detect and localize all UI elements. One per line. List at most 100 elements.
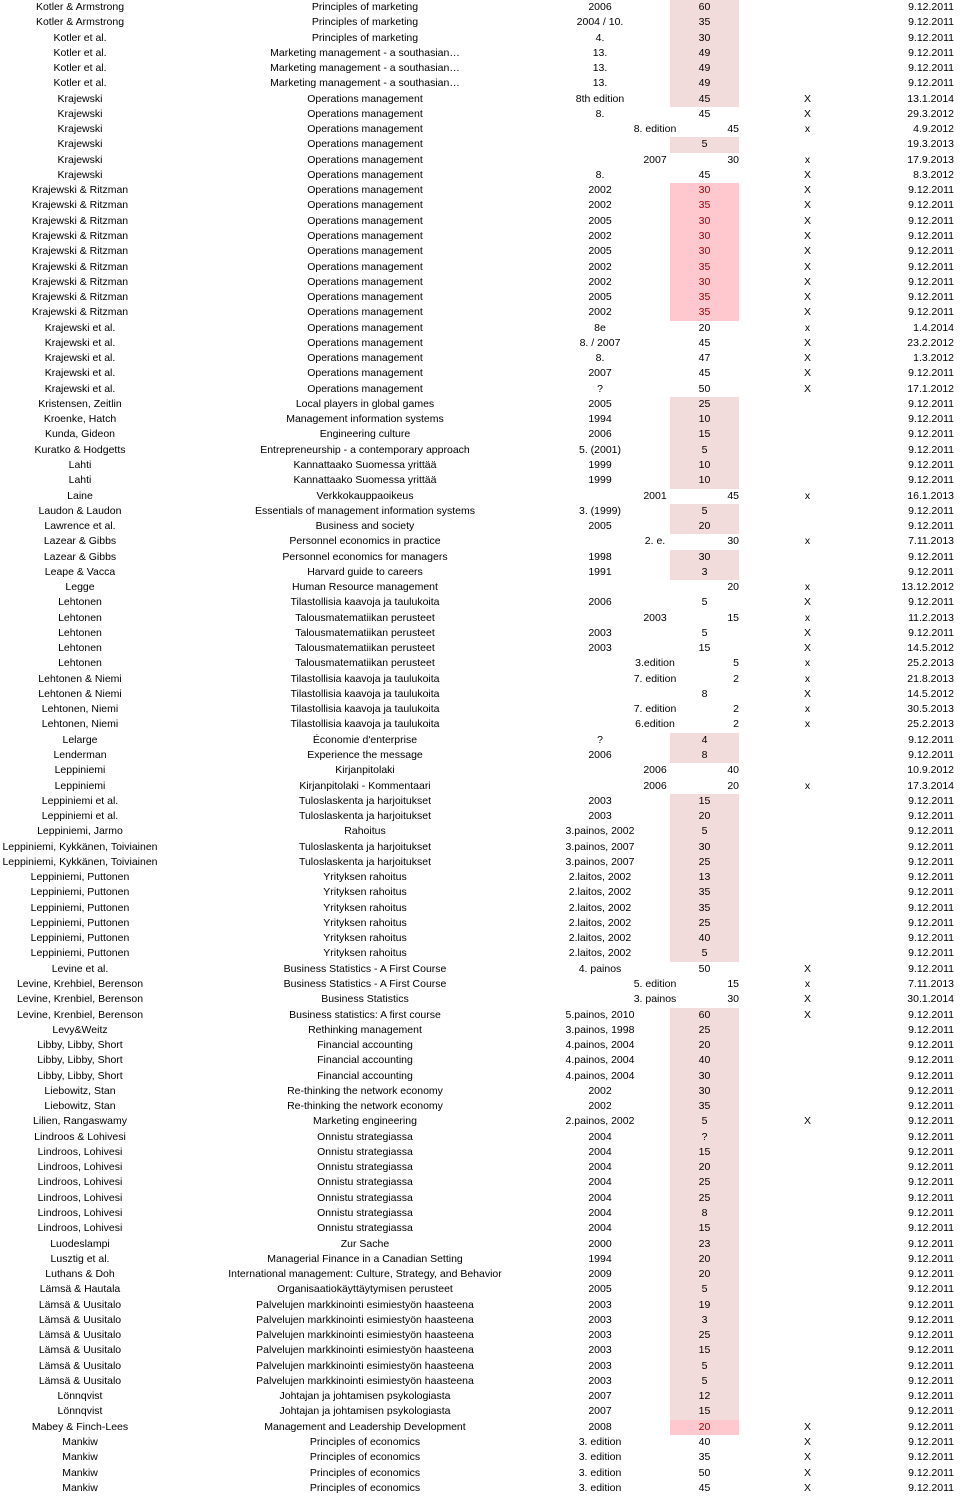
quantity-cell: 50 xyxy=(698,382,711,395)
title-cell: Organisaatiokäyttäytymisen perusteet xyxy=(277,1283,453,1296)
quantity-cell: 30 xyxy=(670,30,739,46)
title-cell: Onnistu strategiassa xyxy=(317,1161,413,1174)
quantity-cell: 20 xyxy=(727,581,739,594)
quantity-cell: 40 xyxy=(727,764,739,777)
table-row: Lazear & Gibbs Personnel economics in pra… xyxy=(0,534,960,549)
title-cell: Onnistu strategiassa xyxy=(317,1191,413,1204)
marker-cell: X xyxy=(803,1481,811,1494)
marker-cell xyxy=(770,1175,845,1190)
date-cell: 9.12.2011 xyxy=(908,1115,954,1128)
title-cell: Onnistu strategiassa xyxy=(317,1206,413,1219)
title-cell: Financial accounting xyxy=(317,1069,413,1082)
edition-cell: 3. edition xyxy=(578,1435,622,1448)
table-row: Lönnqvist Johtajan ja johtamisen psykolog… xyxy=(0,1389,960,1405)
quantity-cell: 15 xyxy=(670,1221,739,1237)
marker-cell: X xyxy=(803,1008,811,1021)
marker-cell: X xyxy=(803,382,811,395)
quantity-cell: 15 xyxy=(670,427,739,443)
title-cell: Principles of economics xyxy=(309,1481,421,1494)
edition-cell: 7. edition xyxy=(633,703,677,716)
table-row: Kotler et al. Marketing management - a so… xyxy=(0,45,960,62)
quantity-cell: 2 xyxy=(733,718,739,731)
title-cell: Operations management xyxy=(307,336,423,349)
table-row: Krajewski & Ritzman Operations management… xyxy=(0,259,960,275)
quantity-cell: 30 xyxy=(670,1068,739,1084)
author-cell: Libby, Libby, Short xyxy=(37,1069,123,1082)
marker-cell xyxy=(770,31,845,46)
table-row: Kotler & Armstrong Principles of marketin… xyxy=(0,0,960,16)
quantity-cell: 35 xyxy=(670,885,739,901)
date-cell: 9.12.2011 xyxy=(908,1420,954,1433)
date-cell: 1.3.2012 xyxy=(913,352,954,365)
edition-cell: 3.painos, 2007 xyxy=(565,840,635,853)
title-cell: Palvelujen markkinointi esimiestyön haas… xyxy=(256,1344,474,1357)
title-cell: Talousmatematiikan perusteet xyxy=(295,642,435,655)
marker-cell xyxy=(770,137,845,152)
author-cell: Kotler et al. xyxy=(53,77,107,90)
marker-cell: X xyxy=(803,1435,811,1448)
title-cell: Operations management xyxy=(307,367,423,380)
quantity-cell: 30 xyxy=(670,183,739,199)
author-cell: Kroenke, Hatch xyxy=(43,413,117,426)
edition-cell: 2001 xyxy=(643,489,667,502)
title-cell: Tuloslaskenta ja harjoitukset xyxy=(298,840,432,853)
edition-cell: 2002 xyxy=(588,1100,612,1113)
author-cell: Krajewski et al. xyxy=(44,336,116,349)
author-cell: Lämsä & Uusitalo xyxy=(38,1329,122,1342)
table-row: Levine, Krehbiel, Berenson Business Stati… xyxy=(0,977,960,992)
date-cell: 25.2.2013 xyxy=(907,657,954,670)
marker-cell: X xyxy=(803,1466,811,1479)
marker-cell xyxy=(770,458,845,473)
date-cell: 9.12.2011 xyxy=(908,1298,954,1311)
table-row: Libby, Libby, Short Financial accounting 4… xyxy=(0,1038,960,1054)
quantity-cell: 20 xyxy=(670,1038,739,1054)
marker-cell: X xyxy=(803,1420,811,1433)
edition-cell xyxy=(530,687,670,702)
title-cell: Managerial Finance in a Canadian Setting xyxy=(267,1252,463,1265)
author-cell: Levine et al. xyxy=(51,962,109,975)
table-row: Kotler et al. Principles of marketing 4. 30… xyxy=(0,30,960,46)
table-row: Luthans & Doh International management: C… xyxy=(0,1267,960,1283)
quantity-cell: 30 xyxy=(670,549,739,565)
author-cell: Leppiniemi, Puttonen xyxy=(30,886,130,899)
author-cell: Leppiniemi et al. xyxy=(41,794,119,807)
marker-cell: X xyxy=(803,107,811,120)
marker-cell xyxy=(770,1374,845,1389)
table-row: Legge Human Resource management 20 x 13.12.2… xyxy=(0,580,960,595)
title-cell: Operations management xyxy=(307,153,423,166)
edition-cell: 8. xyxy=(595,352,605,365)
author-cell: Lazear & Gibbs xyxy=(43,550,117,563)
table-row: Lehtonen Tilastollisia kaavoja ja tauluko… xyxy=(0,595,960,610)
table-row: Krajewski & Ritzman Operations management… xyxy=(0,198,960,214)
edition-cell: 3.painos, 2002 xyxy=(565,825,635,838)
table-row: Leppiniemi, Puttonen Yrityksen rahoitus 2.… xyxy=(0,900,960,916)
title-cell: Kirjanpitolaki - Kommentaari xyxy=(299,779,431,792)
table-row: Lazear & Gibbs Personnel economics for ma… xyxy=(0,549,960,565)
author-cell: Lindroos, Lohivesi xyxy=(37,1206,123,1219)
date-cell: 9.12.2011 xyxy=(908,1222,954,1235)
quantity-cell: 5 xyxy=(670,946,739,962)
author-cell: Lämsä & Uusitalo xyxy=(38,1359,122,1372)
title-cell: Principles of marketing xyxy=(311,31,419,44)
table-row: Leppiniemi, Puttonen Yrityksen rahoitus 2.… xyxy=(0,870,960,886)
author-cell: Leppiniemi xyxy=(54,779,106,792)
quantity-cell: 2 xyxy=(733,672,739,685)
title-cell: Talousmatematiikan perusteet xyxy=(295,626,435,639)
date-cell: 4.9.2012 xyxy=(913,123,954,136)
table-row: Lahti Kannattaako Suomessa yrittää 1999 10 9… xyxy=(0,473,960,489)
marker-cell xyxy=(770,1313,845,1328)
title-cell: Business Statistics - A First Course xyxy=(283,978,447,990)
title-cell: Operations management xyxy=(307,291,423,304)
table-row: Levy&Weitz Rethinking management 3.painos,… xyxy=(0,1022,960,1039)
quantity-cell: 20 xyxy=(670,519,739,535)
date-cell: 9.12.2011 xyxy=(908,1023,954,1036)
quantity-cell: 49 xyxy=(670,45,739,62)
marker-cell xyxy=(770,824,845,839)
title-cell: Operations management xyxy=(307,382,423,395)
date-cell: 9.12.2011 xyxy=(908,1237,954,1250)
marker-cell: x xyxy=(804,703,811,716)
title-cell: Yrityksen rahoitus xyxy=(323,932,407,945)
author-cell: Krajewski & Ritzman xyxy=(31,184,129,197)
marker-cell xyxy=(770,519,845,534)
author-cell: Lahti xyxy=(68,474,92,487)
